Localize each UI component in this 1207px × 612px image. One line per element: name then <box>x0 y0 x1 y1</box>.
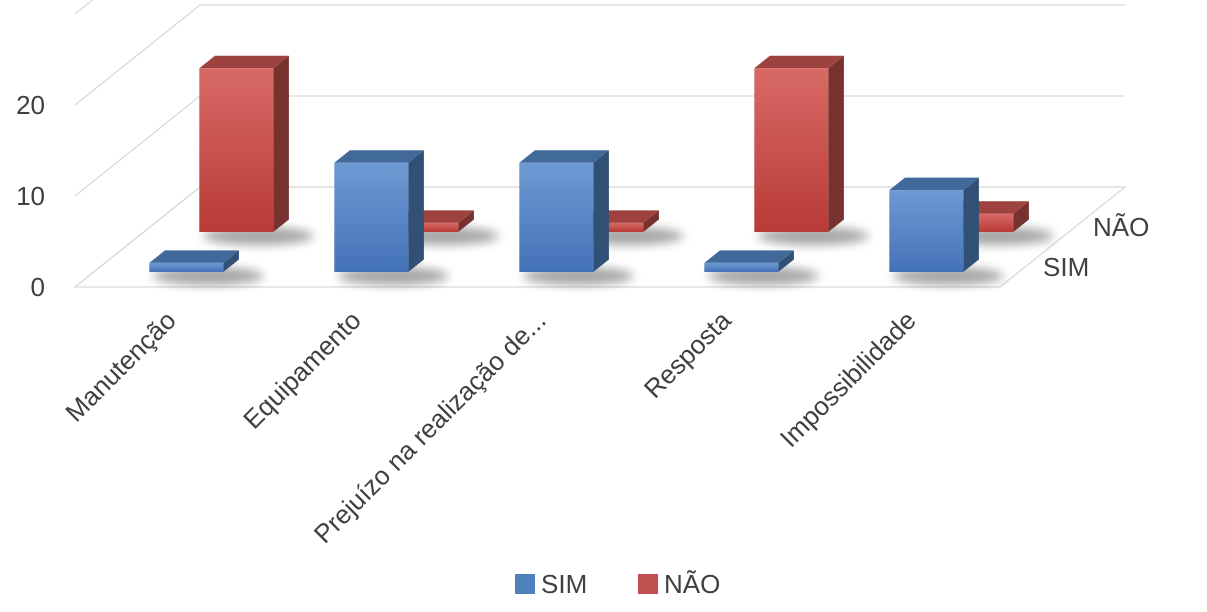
bar-no-3 <box>754 55 869 245</box>
bar-front <box>334 162 409 272</box>
y-tick-label: 20 <box>16 90 45 120</box>
legend-swatch-sim <box>515 574 535 594</box>
bar-sim-3 <box>704 250 819 285</box>
plot-area <box>149 55 1054 285</box>
bar-top <box>519 150 609 163</box>
x-tick-label: Equipamento <box>237 305 367 435</box>
x-tick-label: Manutenção <box>59 305 181 427</box>
gridline <box>74 4 1125 106</box>
bar-side <box>408 150 424 272</box>
y-tick-label: 0 <box>31 272 45 302</box>
bar-front <box>704 262 779 272</box>
bar-side <box>223 250 239 272</box>
gridline <box>74 0 94 15</box>
bar-front <box>199 68 274 232</box>
bar-top <box>704 250 794 263</box>
bar-side <box>273 55 289 233</box>
bar-side <box>458 210 474 232</box>
depth-label: NÃO <box>1093 212 1149 242</box>
x-tick-label: Resposta <box>638 305 737 404</box>
bar-side <box>828 55 844 233</box>
legend-label: SIM <box>541 569 587 599</box>
bar-side <box>778 250 794 272</box>
bar-front <box>149 262 224 272</box>
x-tick-label: Impossibilidade <box>774 305 922 453</box>
bar-top <box>199 55 289 69</box>
bar-side <box>643 210 659 232</box>
y-tick-label: 10 <box>16 181 45 211</box>
bar-side <box>593 150 609 272</box>
legend-swatch-no <box>638 574 658 594</box>
bar-top <box>149 250 239 263</box>
depth-label: SIM <box>1043 252 1089 282</box>
bar-no-0 <box>199 55 314 245</box>
bar-sim-4 <box>889 177 1004 285</box>
bar-front <box>519 162 594 272</box>
bar-sim-1 <box>334 150 449 285</box>
bar-front <box>754 68 829 232</box>
bar-front <box>889 190 964 272</box>
legend: SIM NÃO <box>515 569 720 599</box>
bar-top <box>334 150 424 163</box>
bar-top <box>889 177 979 191</box>
bar-side <box>963 177 979 272</box>
bar-top <box>754 55 844 69</box>
bar-sim-0 <box>149 250 264 285</box>
legend-label: NÃO <box>664 569 720 599</box>
bar-sim-2 <box>519 150 634 285</box>
bar-side <box>1013 201 1029 232</box>
y-axis-ticks: 0 10 20 <box>16 90 45 302</box>
